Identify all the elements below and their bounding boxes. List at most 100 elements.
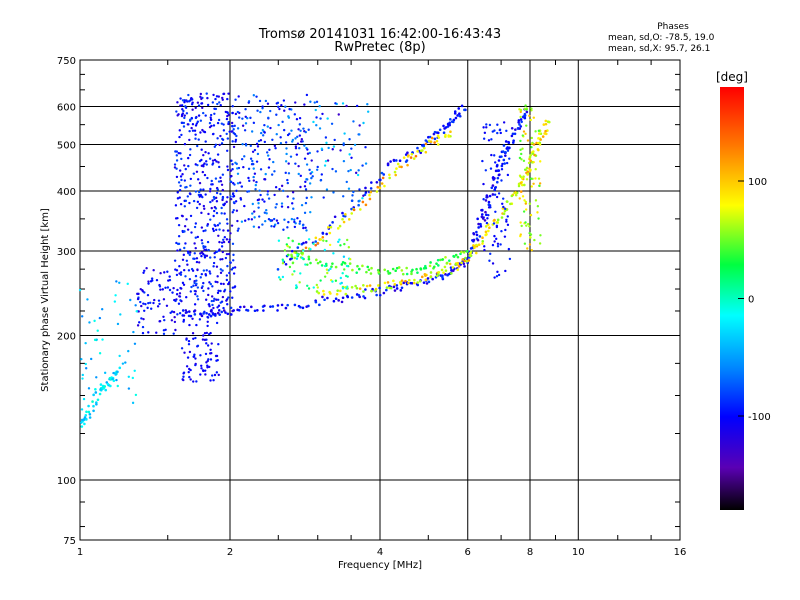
- data-point: [263, 304, 266, 308]
- data-point: [386, 270, 390, 273]
- data-point: [191, 332, 195, 335]
- data-point: [199, 92, 203, 96]
- data-point: [482, 137, 486, 140]
- data-point: [265, 212, 268, 215]
- data-point: [452, 254, 455, 258]
- data-point: [183, 142, 187, 146]
- data-point: [297, 172, 300, 176]
- data-point: [362, 194, 365, 197]
- data-point: [500, 216, 504, 219]
- data-point: [221, 188, 225, 192]
- data-point: [224, 311, 227, 314]
- data-point: [80, 425, 84, 428]
- data-point: [354, 284, 357, 288]
- data-point: [358, 199, 361, 203]
- data-point: [222, 92, 226, 96]
- data-point: [394, 159, 398, 162]
- data-point: [341, 102, 345, 105]
- data-point: [199, 312, 202, 316]
- data-point: [315, 100, 319, 104]
- data-point: [206, 316, 210, 319]
- data-point: [184, 311, 188, 315]
- data-point: [206, 366, 209, 369]
- data-point: [475, 233, 479, 237]
- data-point: [214, 143, 218, 147]
- data-point: [190, 116, 194, 120]
- data-point: [296, 142, 300, 145]
- data-point: [157, 299, 161, 302]
- data-point: [225, 274, 229, 277]
- data-point: [80, 408, 84, 411]
- data-point: [479, 225, 483, 228]
- data-point: [519, 115, 522, 119]
- data-point: [193, 242, 196, 245]
- data-point: [229, 169, 233, 172]
- data-point: [406, 155, 410, 158]
- data-point: [495, 275, 499, 278]
- data-point: [478, 235, 482, 238]
- data-point: [203, 162, 206, 165]
- data-point: [173, 315, 176, 319]
- data-point: [226, 264, 229, 268]
- data-point: [188, 201, 191, 205]
- data-point: [190, 267, 194, 271]
- data-point: [287, 220, 290, 224]
- data-point: [537, 129, 541, 133]
- chart-subtitle: RwPretec (8p): [334, 40, 426, 55]
- data-point: [448, 121, 452, 125]
- data-point: [547, 120, 551, 124]
- data-point: [294, 137, 297, 140]
- data-point: [225, 252, 229, 256]
- data-point: [495, 195, 499, 199]
- data-point: [189, 177, 193, 181]
- data-point: [218, 313, 221, 316]
- data-point: [506, 173, 510, 177]
- data-point: [277, 239, 281, 242]
- data-point: [222, 123, 225, 126]
- y-axis-label: Stationary phase Virtual Height [km]: [40, 208, 51, 392]
- data-point: [149, 301, 152, 304]
- data-point: [171, 291, 174, 294]
- data-point: [286, 303, 289, 307]
- data-point: [162, 332, 166, 336]
- data-point: [121, 362, 125, 365]
- data-point: [177, 181, 181, 184]
- data-point: [202, 289, 205, 293]
- data-point: [188, 375, 191, 379]
- data-point: [84, 413, 88, 417]
- data-point: [239, 305, 242, 309]
- data-point: [178, 292, 182, 295]
- data-point: [230, 124, 234, 128]
- y-tick-label: 300: [57, 247, 76, 258]
- data-point: [86, 298, 89, 301]
- data-point: [196, 144, 199, 148]
- data-point: [207, 358, 210, 361]
- data-point: [289, 257, 292, 261]
- data-point: [193, 303, 197, 306]
- data-point: [104, 388, 108, 392]
- y-tick-label: 750: [57, 56, 76, 67]
- data-point: [314, 236, 318, 240]
- data-point: [309, 247, 312, 251]
- data-point: [204, 245, 207, 249]
- data-point: [362, 121, 365, 125]
- data-point: [146, 293, 150, 297]
- data-point: [87, 410, 91, 414]
- data-point: [497, 173, 501, 177]
- data-point: [314, 243, 317, 247]
- data-point: [249, 116, 252, 120]
- data-point: [229, 290, 232, 293]
- data-point: [236, 167, 239, 170]
- data-point: [284, 306, 288, 310]
- data-point: [147, 301, 150, 305]
- data-point: [213, 112, 216, 115]
- data-point: [184, 186, 187, 189]
- data-point: [493, 154, 496, 157]
- data-point: [388, 173, 391, 177]
- data-point: [289, 155, 293, 158]
- data-point: [291, 239, 294, 242]
- data-point: [259, 193, 262, 197]
- data-point: [276, 221, 280, 225]
- data-point: [402, 156, 406, 159]
- data-point: [412, 281, 416, 285]
